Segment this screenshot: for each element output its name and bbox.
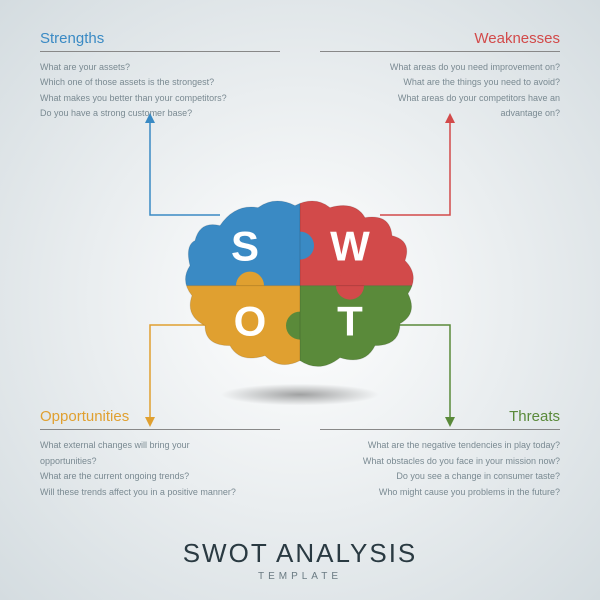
weaknesses-block: Weaknesses What areas do you need improv… [320, 30, 560, 122]
q-line: What are your assets? [40, 60, 280, 74]
strengths-questions: What are your assets? Which one of those… [40, 60, 280, 121]
strengths-title: Strengths [40, 30, 280, 52]
q-line: What are the current ongoing trends? [40, 469, 280, 483]
q-line: What external changes will bring your [40, 438, 280, 452]
q-line: Do you have a strong customer base? [40, 106, 280, 120]
footer-title: SWOT ANALYSIS [0, 538, 600, 569]
letter-s: S [231, 223, 259, 270]
threats-block: Threats What are the negative tendencies… [320, 408, 560, 500]
letter-o: O [234, 298, 267, 345]
weaknesses-questions: What areas do you need improvement on? W… [320, 60, 560, 121]
q-line: What areas do your competitors have an [320, 91, 560, 105]
letter-t: T [337, 298, 363, 345]
brain-shadow [220, 384, 380, 406]
q-line: Who might cause you problems in the futu… [320, 485, 560, 499]
q-line: Do you see a change in consumer taste? [320, 469, 560, 483]
brain-puzzle: S W O T [180, 196, 420, 376]
q-line: Which one of those assets is the stronge… [40, 75, 280, 89]
threats-title: Threats [320, 408, 560, 430]
q-line: What makes you better than your competit… [40, 91, 280, 105]
footer-subtitle: TEMPLATE [0, 571, 600, 582]
threats-questions: What are the negative tendencies in play… [320, 438, 560, 499]
q-line: advantage on? [320, 106, 560, 120]
q-line: What are the things you need to avoid? [320, 75, 560, 89]
q-line: opportunities? [40, 454, 280, 468]
strengths-block: Strengths What are your assets? Which on… [40, 30, 280, 122]
opportunities-title: Opportunities [40, 408, 280, 430]
q-line: What areas do you need improvement on? [320, 60, 560, 74]
q-line: What obstacles do you face in your missi… [320, 454, 560, 468]
weaknesses-title: Weaknesses [320, 30, 560, 52]
letter-w: W [330, 223, 370, 270]
footer: SWOT ANALYSIS TEMPLATE [0, 538, 600, 582]
opportunities-questions: What external changes will bring your op… [40, 438, 280, 499]
q-line: Will these trends affect you in a positi… [40, 485, 280, 499]
q-line: What are the negative tendencies in play… [320, 438, 560, 452]
opportunities-block: Opportunities What external changes will… [40, 408, 280, 500]
